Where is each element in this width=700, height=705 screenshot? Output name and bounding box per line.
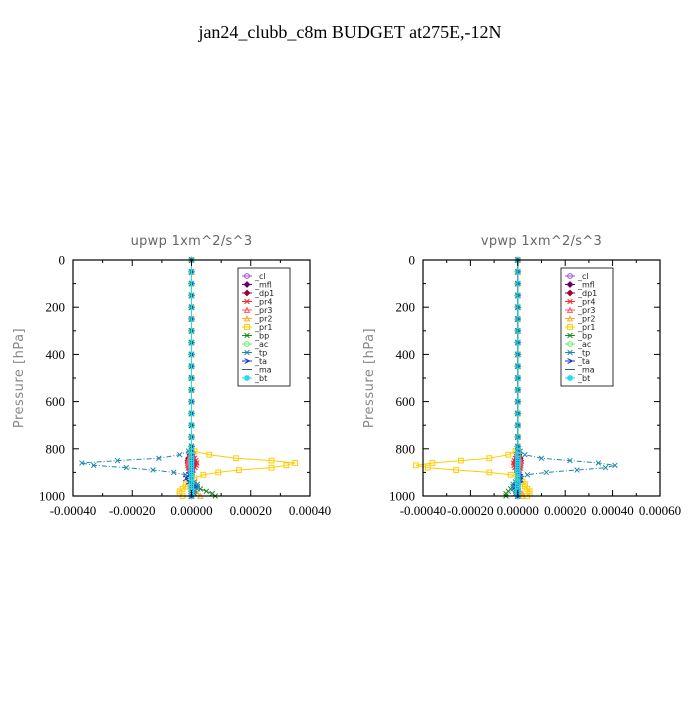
x-tick-label: -0.00020 [109, 503, 156, 518]
y-tick-label: 1000 [39, 489, 65, 504]
data-point-tp [523, 452, 528, 457]
y-tick-label: 1000 [389, 489, 415, 504]
legend-marker [568, 376, 573, 381]
y-tick-label: 800 [396, 441, 416, 456]
x-tick-label: -0.00020 [447, 503, 494, 518]
y-tick-label: 0 [409, 253, 416, 268]
legend: _cl_mfl_dp1_pr4_pr3_pr2_pr1_bp_ac_tp_ta_… [238, 268, 290, 386]
x-tick-label: 0.00060 [639, 503, 681, 518]
y-tick-label: 600 [46, 394, 66, 409]
data-point-tp [575, 468, 580, 473]
y-tick-label: 200 [46, 300, 66, 315]
x-tick-label: 0.00040 [289, 503, 331, 518]
y-tick-label: 0 [59, 253, 66, 268]
y-axis-label: Pressure [hPa] [12, 328, 27, 428]
data-point-tp [603, 465, 608, 470]
chart-panel-2: vpwp 1xm^2/s^3 Pressure [hPa] 0 200 400 600 80… [362, 234, 681, 518]
x-tick-label: 0.00020 [230, 503, 272, 518]
y-tick-label: 600 [396, 394, 416, 409]
panel-title: upwp 1xm^2/s^3 [131, 234, 253, 249]
chart-panel-1: upwp 1xm^2/s^3 Pressure [hPa] 0 200 400 600 80… [12, 234, 331, 518]
data-point-tp [525, 472, 530, 477]
y-axis-label: Pressure [hPa] [362, 328, 377, 428]
panel-title: vpwp 1xm^2/s^3 [481, 234, 602, 249]
legend-label: _bt [254, 374, 267, 383]
data-point-bp [204, 489, 209, 494]
series-line-tp [82, 260, 198, 496]
x-tick-label: -0.00040 [50, 503, 97, 518]
x-tick-label: -0.00040 [400, 503, 447, 518]
y-tick-label: 800 [46, 441, 66, 456]
data-point-tp [544, 470, 549, 475]
x-tick-label: 0.00000 [170, 503, 212, 518]
x-tick-label: 0.00040 [591, 503, 633, 518]
x-tick-label: 0.00000 [497, 503, 539, 518]
figure-title: jan24_clubb_c8m BUDGET at275E,-12N [0, 22, 700, 43]
legend: _cl_mfl_dp1_pr4_pr3_pr2_pr1_bp_ac_tp_ta_… [561, 268, 613, 386]
x-tick-label: 0.00020 [544, 503, 586, 518]
y-tick-label: 400 [46, 347, 66, 362]
y-tick-label: 200 [396, 300, 416, 315]
legend-marker [245, 376, 250, 381]
y-tick-label: 400 [396, 347, 416, 362]
legend-label: _bt [577, 374, 590, 383]
